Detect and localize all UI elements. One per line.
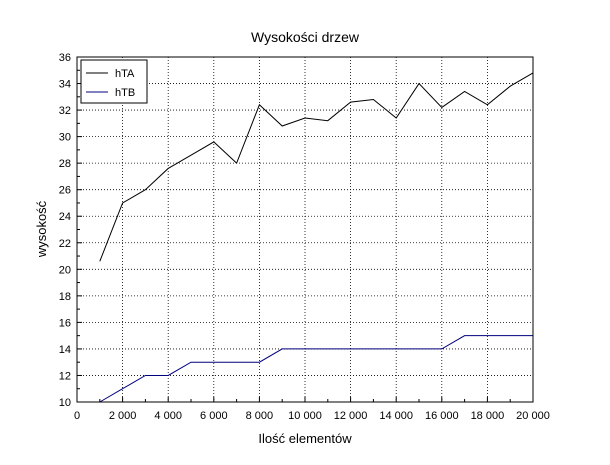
y-tick-label: 16 [59, 317, 71, 329]
x-tick-label: 8 000 [246, 410, 274, 422]
x-tick-label: 4 000 [154, 410, 182, 422]
y-tick-label: 18 [59, 291, 71, 303]
grid-layer [77, 57, 533, 402]
series-line-hTA [99, 72, 534, 262]
x-tick-label: 14 000 [379, 410, 413, 422]
x-axis-label: Ilość elementów [258, 431, 352, 446]
y-tick-label: 14 [59, 344, 71, 356]
y-tick-label: 20 [59, 264, 71, 276]
x-tick-label: 12 000 [334, 410, 368, 422]
y-axis-label: wysokość [34, 200, 49, 258]
x-tick-label: 6 000 [200, 410, 228, 422]
legend-label-hTB: hTB [115, 87, 135, 99]
legend-label-hTA: hTA [115, 68, 135, 80]
x-tick-label: 18 000 [471, 410, 505, 422]
y-tick-label: 24 [59, 211, 71, 223]
y-tick-label: 26 [59, 185, 71, 197]
y-tick-label: 30 [59, 132, 71, 144]
series-line-hTB [99, 335, 533, 403]
y-tick-label: 34 [59, 79, 71, 91]
legend: hTA hTB [80, 59, 148, 104]
x-tick-label: 0 [74, 410, 80, 422]
x-tick-label: 10 000 [288, 410, 322, 422]
y-tick-label: 28 [59, 158, 71, 170]
y-tick-label: 10 [59, 397, 71, 409]
x-tick-label: 16 000 [425, 410, 459, 422]
series-layer [99, 72, 534, 403]
y-tick-label: 22 [59, 238, 71, 250]
x-tick-label: 20 000 [516, 410, 550, 422]
chart-title: Wysokości drzew [251, 29, 360, 45]
y-tick-label: 12 [59, 370, 71, 382]
legend-box [80, 59, 148, 104]
y-tick-label: 36 [59, 52, 71, 64]
y-tick-label: 32 [59, 105, 71, 117]
x-tick-label: 2 000 [109, 410, 137, 422]
ticks-layer: 0 2 000 4 000 6 000 8 000 10 000 12 000 14 000 1… [59, 52, 550, 422]
